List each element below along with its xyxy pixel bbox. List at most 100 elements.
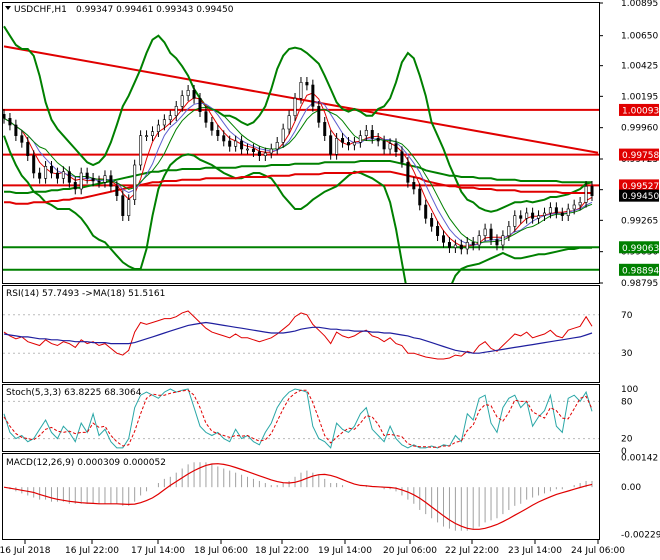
candle-down [376,138,380,142]
candle-down [471,242,475,246]
candle-down [38,172,42,179]
time-tick-label: 16 Jul 22:00 [65,546,119,556]
candle-up [275,142,279,150]
candle-down [418,188,422,206]
main-symbol: USDCHF,H1 [14,5,67,15]
candle-down [32,155,36,174]
candle-down [204,111,208,123]
candle-down [329,135,333,155]
time-tick-label: 22 Jul 22:00 [445,546,499,556]
candle-up [352,142,356,146]
candle-down [257,151,261,156]
price-tag-box [619,189,659,202]
candle-down [554,207,558,214]
candle-up [299,82,303,99]
price-tag-label: 0.99527 [622,182,659,192]
candle-down [305,82,309,86]
price-tick-label: 1.00650 [621,32,658,42]
candle-down [400,151,404,163]
rsi-line [3,310,593,360]
rsi-tick-label: 30 [621,349,633,359]
candle-down [216,130,220,136]
candle-up [483,228,487,236]
candle-up [501,235,505,246]
candle-up [162,119,166,126]
candle-down [222,135,226,142]
price-tick-label: 0.98795 [621,279,658,289]
candle-up [548,207,552,214]
stoch-panel-frame [2,384,600,452]
price-tick-label: 1.00195 [621,92,658,102]
collapse-arrow-icon[interactable] [5,6,11,10]
price-tick-label: 1.00425 [621,62,658,72]
ma-long-red [4,170,592,205]
candle-down [323,122,327,136]
candle-up [61,171,65,179]
candle-down [406,162,410,183]
candle-up [150,131,154,136]
stoch-tick-label: 20 [621,435,633,445]
candle-down [394,143,398,152]
rsi-layer [3,310,599,360]
price-tag-label: 1.00093 [622,106,659,116]
macd-header: MACD(12,26,9) 0.000309 0.000052 [6,458,166,468]
price-tag-label: 0.99063 [622,244,659,254]
price-tag-label: 0.99758 [622,151,659,161]
candle-up [44,166,48,179]
candle-down [442,235,446,243]
candle-down [489,228,493,240]
candle-down [531,212,535,219]
candle-down [50,166,54,174]
ma-fast [3,92,593,247]
ma-slow [3,106,593,244]
price-tag-box [619,263,659,276]
candle-up [572,204,576,210]
ma-long [4,160,592,194]
candle-up [186,90,190,96]
candle-up [578,202,582,206]
candle-down [317,106,321,123]
time-tick-label: 18 Jul 06:00 [194,546,248,556]
candle-down [240,140,244,150]
ma-mid [3,101,593,246]
candle-down [370,130,374,139]
candle-up [139,135,143,166]
candle-up [358,135,362,143]
stoch-d-line [3,389,593,448]
candle-down [519,215,523,219]
price-tag-label: 0.99450 [622,192,659,202]
candle-down [55,172,59,179]
candle-down [210,122,214,131]
candle-up [156,124,160,132]
candle-down [560,212,564,216]
rsi-ma-line [3,321,593,354]
candle-down [14,124,18,136]
price-layer [3,25,599,283]
candle-up [180,95,184,107]
candle-down [590,186,594,196]
candle-up [145,135,149,137]
candle-down [382,140,386,150]
rsi-header: RSI(14) 57.7493 ->MA(18) 51.5161 [6,289,165,299]
time-tick-label: 17 Jul 14:00 [131,546,185,556]
price-tick-label: 1.00895 [621,0,658,9]
rsi-tick-label: 70 [621,311,633,321]
candle-down [412,182,416,190]
price-tick-label: 0.99960 [621,124,658,134]
stoch-layer [3,388,599,449]
time-tick-label: 20 Jul 06:00 [383,546,437,556]
price-tag-box [619,241,659,254]
price-tag-label: 0.98894 [622,266,659,276]
candle-up [566,208,570,216]
candle-down [97,180,101,183]
stoch-tick-label: 0 [621,447,627,457]
candle-down [430,218,434,227]
candle-up [293,98,297,116]
candle-up [234,140,238,147]
macd-tick-label: 0.00142 [621,454,658,464]
price-tick-label: 0.99265 [621,216,658,226]
bollinger-upper [3,25,593,213]
candle-down [3,114,6,119]
price-tag-box [619,179,659,192]
